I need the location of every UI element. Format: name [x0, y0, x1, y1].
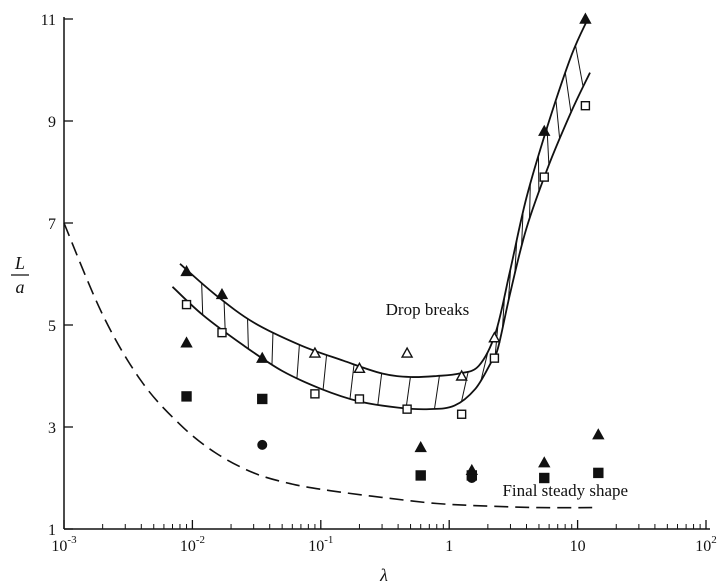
open-square-marker	[489, 353, 500, 363]
open-square-marker	[310, 389, 320, 399]
x-tick-label: 10-2	[180, 534, 205, 555]
open-triangle-marker	[455, 369, 468, 381]
band-hatch-line	[271, 332, 274, 365]
filled-triangle-marker	[414, 440, 427, 453]
band-hatch-line	[564, 72, 572, 113]
band-hatch-line	[529, 183, 531, 219]
open-square-marker	[580, 100, 591, 111]
filled-square-marker	[415, 470, 426, 481]
band-hatch-line	[434, 375, 440, 410]
filled-circle-marker	[257, 439, 268, 450]
filled-square-marker	[593, 467, 604, 479]
y-tick-label: 3	[48, 420, 56, 437]
x-tick-label: 102	[695, 534, 717, 555]
band-hatch-line	[223, 301, 226, 333]
open-triangle-marker	[400, 346, 414, 358]
band-hatch-line	[322, 354, 328, 390]
band-hatch-line	[377, 373, 383, 406]
band-upper-curve	[179, 18, 589, 378]
filled-square-marker	[257, 393, 268, 405]
filled-triangle-marker	[180, 265, 193, 277]
y-tick-label: 1	[48, 522, 56, 539]
x-axis-label: λ	[379, 565, 388, 585]
open-square-marker	[539, 172, 549, 182]
filled-circle-marker	[466, 473, 477, 483]
y-axis-label-denominator: a	[16, 277, 25, 297]
y-axis-label: L a	[11, 253, 29, 297]
band-lower-curve	[171, 72, 591, 411]
open-triangle-marker	[488, 331, 501, 343]
open-square-marker	[402, 404, 412, 414]
filled-square-marker	[181, 391, 192, 402]
filled-square-marker	[539, 472, 550, 484]
y-tick-label: 7	[48, 216, 56, 233]
annotation-drop-breaks: Drop breaks	[386, 300, 470, 319]
open-square-marker	[354, 394, 365, 404]
filled-triangle-marker	[538, 124, 551, 136]
open-square-marker	[456, 409, 467, 419]
band-hatch-line	[480, 351, 489, 382]
band-hatch-line	[296, 344, 300, 379]
band-hatch-line	[575, 45, 584, 87]
filled-triangle-marker	[538, 456, 551, 468]
band-hatch-line	[201, 283, 204, 315]
band-hatch-line	[405, 376, 411, 409]
open-triangle-marker	[308, 346, 322, 358]
annotation-final-steady-shape: Final steady shape	[502, 481, 628, 500]
y-axis-label-numerator: L	[14, 253, 25, 273]
filled-triangle-marker	[215, 287, 229, 300]
axes	[63, 17, 710, 530]
y-tick-label: 11	[41, 12, 56, 29]
band-hatch-line	[349, 364, 355, 400]
filled-triangle-marker	[256, 351, 269, 363]
steady-shape-dashed-curve	[63, 222, 593, 509]
filled-triangle-marker	[180, 336, 193, 348]
band-hatch-line	[461, 371, 469, 402]
y-tick-label: 9	[48, 114, 56, 131]
markers	[180, 12, 605, 484]
y-tick-label: 5	[48, 318, 56, 335]
open-square-marker	[217, 327, 227, 338]
x-tick-label: 10-1	[308, 534, 333, 555]
open-square-marker	[181, 299, 192, 310]
band-hatch-line	[247, 318, 249, 349]
filled-triangle-marker	[579, 12, 592, 24]
band-hatch-line	[521, 211, 524, 246]
open-triangle-marker	[353, 361, 366, 374]
x-tick-label: 1	[445, 538, 453, 555]
x-ticks: 10-3 10-2 10-1 1 10 102	[51, 520, 717, 555]
band-hatch-line	[555, 99, 561, 139]
x-tick-label: 10	[570, 538, 586, 555]
y-ticks: 1 3 5 7 9 11	[41, 12, 73, 539]
filled-triangle-marker	[592, 428, 605, 440]
